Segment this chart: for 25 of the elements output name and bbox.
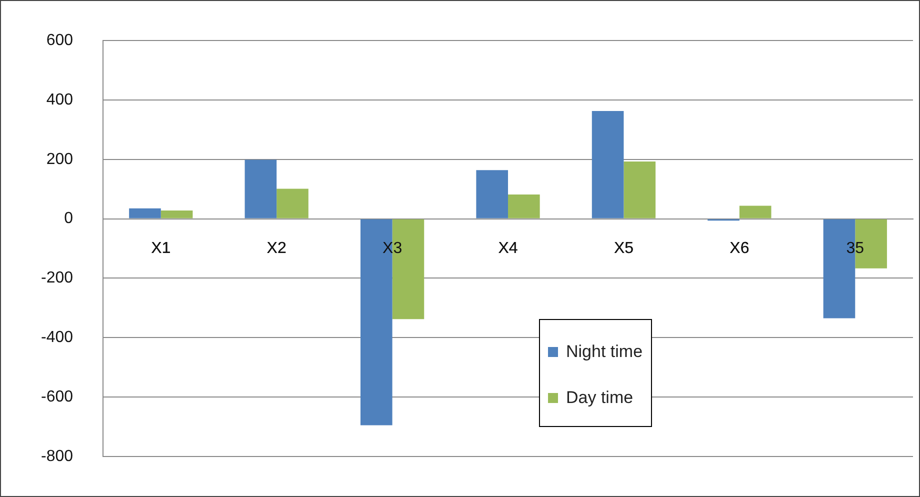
bar: [592, 110, 624, 218]
bar: [244, 160, 277, 218]
bar: [129, 208, 161, 218]
x-tick-label: X6: [730, 240, 750, 257]
bar: [276, 188, 308, 218]
legend-label: Night time: [566, 342, 643, 362]
x-tick-label: X1: [151, 240, 171, 257]
y-tick-label: -800: [40, 448, 74, 465]
x-tick-label: X2: [266, 240, 286, 257]
x-tick-label: X5: [614, 240, 634, 257]
x-tick-label: 35: [846, 240, 864, 257]
y-tick-label: -400: [40, 329, 74, 346]
bar: [476, 170, 508, 218]
y-tick-label: 600: [46, 32, 74, 50]
bar: [739, 206, 772, 218]
y-tick-label: 0: [64, 210, 74, 228]
y-tick-label: -600: [40, 388, 74, 406]
y-tick-label: -200: [40, 270, 74, 287]
x-tick-label: X4: [498, 240, 518, 257]
bar: [624, 161, 656, 218]
y-tick-label: 200: [46, 150, 74, 168]
legend-label: Day time: [566, 388, 634, 408]
bar: [508, 194, 540, 218]
bar: [160, 210, 193, 218]
y-tick-label: 400: [46, 91, 74, 108]
